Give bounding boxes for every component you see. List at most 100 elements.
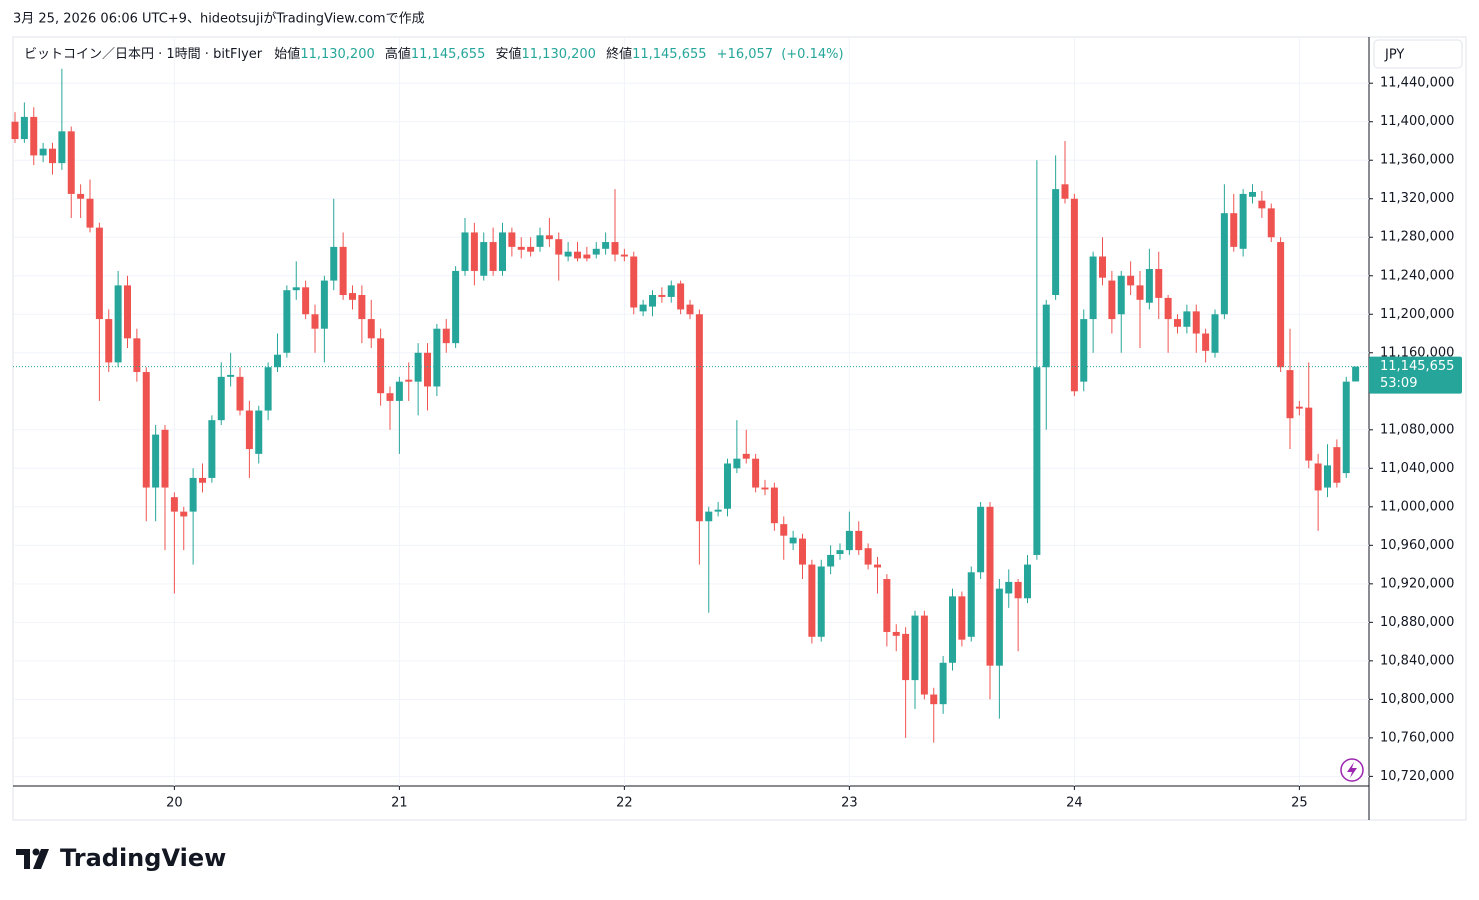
y-tick-label: 10,920,000 [1380,576,1454,591]
candle-body [264,367,272,411]
candle-body [1230,213,1238,247]
candle-body [133,338,141,373]
candle-body [236,376,244,411]
y-tick-label: 11,240,000 [1380,268,1454,283]
candle-body [620,254,628,257]
candle-body [386,393,394,401]
candle-body [827,554,835,567]
y-tick-label: 11,360,000 [1380,153,1454,168]
candle-body [283,290,291,353]
candle-body [1005,581,1013,594]
candle-body [639,304,647,312]
candle-body [77,193,85,199]
legend-close: 11,145,655 [632,47,706,62]
candle-body [311,314,319,329]
candle-body [986,506,994,666]
x-tick-label: 21 [391,796,408,811]
candle-body [892,631,900,636]
legend-close-label: 終値 [606,46,632,62]
candle-body [695,314,703,522]
y-tick-label: 11,200,000 [1380,307,1454,322]
candle-body [677,283,685,310]
alert-icon[interactable] [1340,758,1364,782]
candle-body [967,572,975,637]
candle-body [649,295,656,307]
candle-body [199,477,206,483]
candle-body [1202,333,1210,351]
candle-body [864,548,872,565]
candle-body [658,295,666,297]
candle-body [320,280,328,329]
frame [12,36,1467,821]
candle-body [949,596,956,663]
y-tick-label: 11,400,000 [1380,114,1454,129]
candle-body [686,304,694,315]
candle-body [1108,280,1116,320]
logo[interactable]: TradingView [16,844,226,872]
candle-body [1305,407,1313,461]
y-tick-label: 10,720,000 [1380,769,1454,784]
legend-change: +16,057 [717,47,773,62]
candle-body [1352,366,1360,382]
candle-body [227,374,235,377]
candle-body [489,242,497,271]
candle-body [1267,208,1275,238]
candle-body [161,429,169,488]
candle-body [1014,581,1022,599]
y-tick-label: 11,320,000 [1380,191,1454,206]
candle-body [208,420,216,478]
candle-body [1183,311,1191,327]
candle-body [339,246,347,296]
candle-body [602,242,610,249]
candle-body [424,352,431,387]
candle-body [789,537,797,544]
candle-body [1117,275,1125,315]
candle-body [49,148,56,164]
x-tick-label: 23 [841,796,858,811]
candle-body [358,295,366,320]
candle-body [1249,191,1256,197]
candle-body [1155,269,1163,298]
candle-body [39,148,47,156]
candle-body [1024,564,1031,599]
candle-body [1192,311,1200,334]
candle-body [58,131,66,164]
candle-body [405,379,413,382]
candle-body [480,242,488,276]
legend-low-label: 安値 [495,46,521,62]
candle-body [274,354,281,368]
candle-body [977,506,985,573]
candle-body [1258,200,1266,209]
candle-body [630,256,638,308]
legend: ビットコイン／日本円 · 1時間 · bitFlyer 始値11,130,200… [24,46,844,62]
candle-body [1333,447,1341,483]
candle-body [330,246,338,281]
candle-body [817,566,825,637]
caption: 3月 25, 2026 06:06 UTC+9、hideotsujiがTradi… [13,12,425,27]
candle-body [105,319,113,363]
y-tick-label: 10,880,000 [1380,615,1454,630]
candle-body [1089,256,1097,320]
candle-body [770,487,778,524]
candle-body [292,287,300,291]
candle-body [733,458,741,469]
y-tick-label: 11,040,000 [1380,461,1454,476]
candle-body [742,453,750,459]
x-tick-label: 20 [166,796,183,811]
candle-body [1052,189,1060,296]
candle-body [902,633,910,681]
candle-body [114,285,122,363]
candle-body [1277,242,1285,368]
legend-open-label: 始値 [274,46,300,62]
candle-body [1099,256,1106,278]
candle-body [836,550,844,554]
legend-symbol: ビットコイン／日本円 · 1時間 · bitFlyer [24,47,263,62]
currency-box[interactable] [1373,39,1463,69]
candle-body [564,251,572,257]
candle-body [349,293,356,300]
y-tick-label: 11,440,000 [1380,76,1454,91]
legend-open: 11,130,200 [300,47,374,62]
candle-body [920,615,928,695]
candle-body [1145,269,1153,303]
candle-body [442,328,450,344]
